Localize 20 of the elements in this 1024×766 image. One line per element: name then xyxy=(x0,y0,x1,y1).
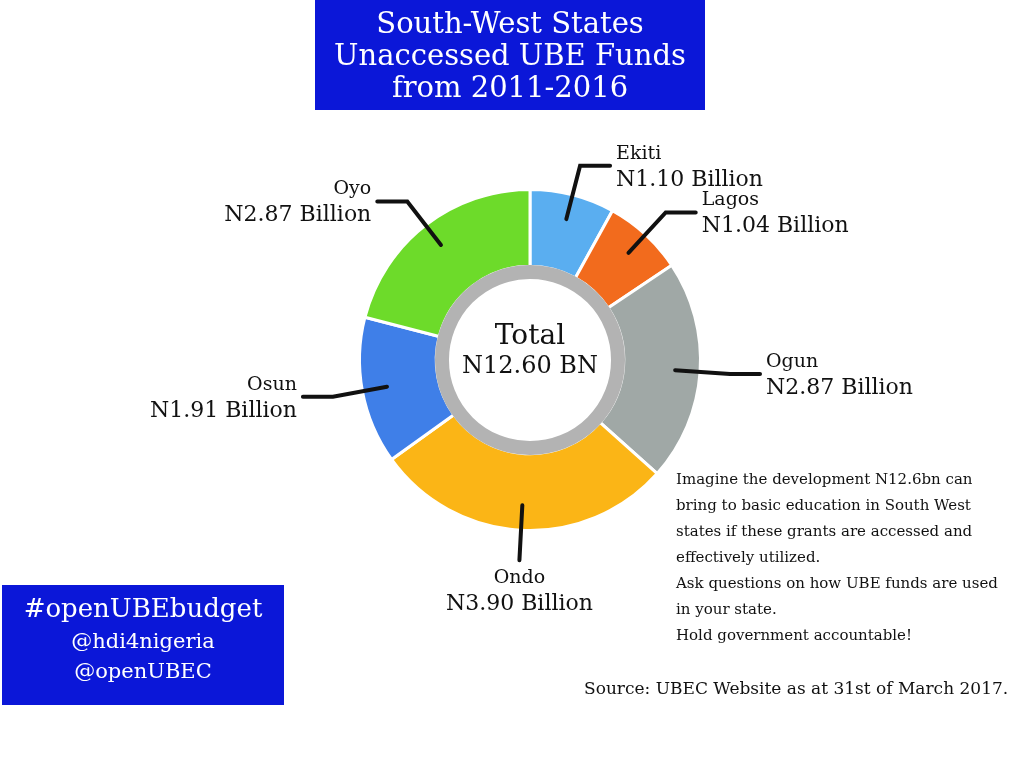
text: @hdi4nigeria xyxy=(70,629,216,653)
slice-label: Oyo xyxy=(333,176,372,199)
text: N12.60 BN xyxy=(461,351,599,379)
text: Imagine the development N12.6bn can bring to basic education in South West states if these grants are accessed and effectively utilized. xyxy=(676,469,974,568)
slice-label: Ogun xyxy=(766,348,819,371)
data-label: N2.87 Billion xyxy=(224,201,372,227)
text: Ask questions on how UBE funds are used in your state. xyxy=(676,573,999,620)
text: Hold government accountable! xyxy=(676,625,914,646)
data-label: N3.90 Billion xyxy=(445,589,593,615)
slice-label: Ekiti xyxy=(616,140,662,163)
text: Total xyxy=(493,318,567,351)
source-note: Source: UBEC Website as at 31st of March 2017. xyxy=(584,678,1009,698)
text: #openUBEbudget xyxy=(22,593,264,623)
slice-label: Osun xyxy=(247,371,297,394)
data-label: N2.87 Billion xyxy=(766,373,913,399)
data-label: N1.04 Billion xyxy=(701,212,849,238)
data-label: N1.91 Billion xyxy=(149,396,297,422)
chart-title: South-West States Unaccessed UBE Funds from 2011-2016 xyxy=(315,0,705,110)
text: @openUBEC xyxy=(73,659,213,683)
slice-label: Ondo xyxy=(493,565,546,588)
